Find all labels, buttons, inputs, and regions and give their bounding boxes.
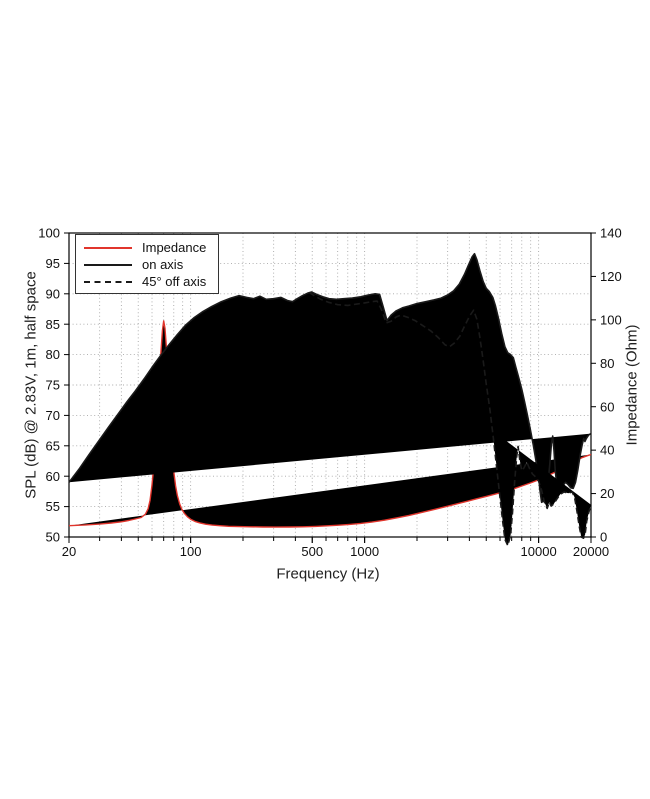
svg-text:85: 85 [46,317,60,332]
off-axis-curve [308,291,592,547]
legend-label-off-axis: 45° off axis [142,274,207,289]
svg-text:10000: 10000 [521,544,557,559]
svg-text:65: 65 [46,438,60,453]
svg-text:1000: 1000 [350,544,379,559]
off-axis-line-swatch [84,280,132,283]
svg-text:80: 80 [600,356,614,371]
legend-item-impedance: Impedance [76,239,218,256]
y-tick-labels-left: 50 55 60 65 70 75 80 85 90 95 100 [38,226,60,545]
svg-text:120: 120 [600,269,622,284]
svg-text:55: 55 [46,499,60,514]
x-tick-labels: 20 100 500 1000 10000 20000 [62,544,609,559]
svg-text:20000: 20000 [573,544,609,559]
y-axis-title-right: Impedance (Ohm) [623,324,641,446]
svg-text:60: 60 [46,469,60,484]
y-tick-labels-right: 0 20 40 60 80 100 120 140 [600,226,622,545]
svg-text:500: 500 [301,544,323,559]
svg-text:70: 70 [46,408,60,423]
on-axis-curve [68,252,592,504]
svg-text:80: 80 [46,347,60,362]
svg-text:100: 100 [600,312,622,327]
svg-text:100: 100 [180,544,202,559]
svg-text:75: 75 [46,378,60,393]
svg-text:60: 60 [600,399,614,414]
y-axis-title-left: SPL (dB) @ 2.83V, 1m, half space [22,271,40,499]
svg-text:50: 50 [46,530,60,545]
svg-text:20: 20 [600,486,614,501]
legend: Impedance on axis 45° off axis [75,234,219,294]
svg-text:100: 100 [38,226,60,241]
svg-text:140: 140 [600,226,622,241]
svg-text:90: 90 [46,286,60,301]
legend-item-off-axis: 45° off axis [76,273,218,290]
svg-text:40: 40 [600,443,614,458]
svg-text:20: 20 [62,544,76,559]
svg-text:95: 95 [46,256,60,271]
impedance-line-swatch [84,246,132,249]
axis-ticks [64,232,596,543]
legend-label-on-axis: on axis [142,257,184,272]
on-axis-line-swatch [84,263,132,266]
legend-label-impedance: Impedance [142,240,207,255]
x-axis-title: Frequency (Hz) [276,565,380,583]
legend-item-on-axis: on axis [76,256,218,273]
svg-text:0: 0 [600,530,607,545]
